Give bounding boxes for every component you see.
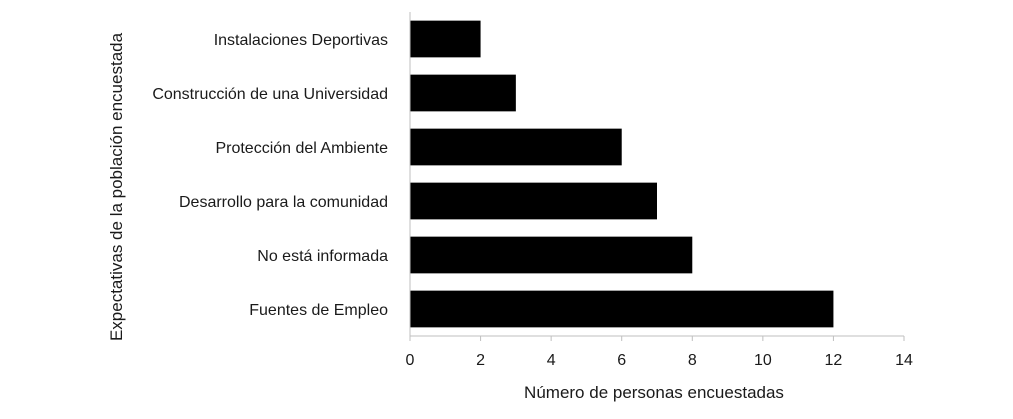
- category-labels: Instalaciones Deportivas Construcción de …: [152, 32, 388, 319]
- x-tick-label-3: 6: [617, 352, 626, 369]
- category-label-4: No está informada: [257, 248, 388, 265]
- x-axis-title: Número de personas encuestadas: [524, 383, 784, 402]
- category-label-3: Desarrollo para la comunidad: [179, 194, 388, 211]
- category-label-0: Instalaciones Deportivas: [214, 32, 388, 49]
- x-tick-label-1: 2: [476, 352, 485, 369]
- y-axis-title: Expectativas de la población encuestada: [107, 32, 126, 341]
- x-tick-label-4: 8: [688, 352, 697, 369]
- x-tick-label-6: 12: [825, 352, 843, 369]
- x-tick-label-5: 10: [754, 352, 772, 369]
- category-label-5: Fuentes de Empleo: [249, 302, 388, 319]
- category-label-1: Construcción de una Universidad: [152, 86, 388, 103]
- bar-5: [410, 290, 834, 328]
- bars-layer: [410, 20, 834, 328]
- bar-4: [410, 236, 693, 274]
- bar-0: [410, 20, 481, 58]
- bar-1: [410, 74, 516, 112]
- category-label-2: Protección del Ambiente: [215, 140, 388, 157]
- bar-2: [410, 128, 622, 166]
- x-tick-label-7: 14: [895, 352, 913, 369]
- x-axis-ticks: 0 2 4 6 8 10 12 14: [406, 336, 913, 369]
- bar-3: [410, 182, 657, 220]
- x-tick-label-0: 0: [406, 352, 415, 369]
- x-tick-label-2: 4: [547, 352, 556, 369]
